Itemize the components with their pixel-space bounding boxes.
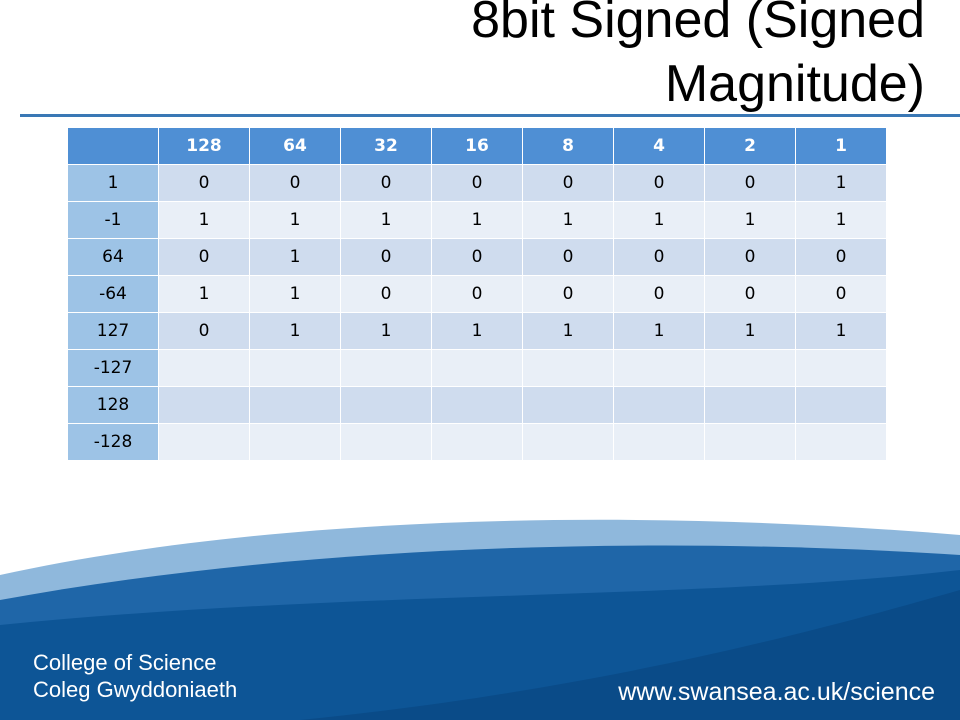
bit-cell: 0	[249, 164, 341, 202]
bit-cell	[795, 386, 887, 424]
bit-cell: 0	[704, 238, 796, 276]
bit-cell	[340, 423, 432, 461]
title-rule	[20, 114, 960, 117]
bit-cell	[613, 386, 705, 424]
bit-cell: 1	[613, 312, 705, 350]
title-line: Magnitude)	[664, 55, 925, 113]
bit-cell: 0	[431, 164, 523, 202]
college-name: College of Science	[33, 650, 217, 675]
bit-cell: 0	[613, 164, 705, 202]
bit-cell	[158, 349, 250, 387]
row-label: -1	[67, 201, 159, 239]
bit-cell: 0	[431, 238, 523, 276]
row-label: -128	[67, 423, 159, 461]
bit-cell: 0	[795, 238, 887, 276]
header-cell: 16	[431, 127, 523, 165]
bit-cell: 1	[340, 312, 432, 350]
row-label: 127	[67, 312, 159, 350]
row-label: -64	[67, 275, 159, 313]
bit-cell	[704, 386, 796, 424]
bit-cell: 0	[522, 238, 614, 276]
bit-cell	[795, 349, 887, 387]
title-line: 8bit Signed (Signed	[471, 0, 925, 49]
header-row: 128 64 32 16 8 4 2 1	[67, 127, 887, 165]
header-cell: 4	[613, 127, 705, 165]
row-label: -127	[67, 349, 159, 387]
bit-cell	[613, 423, 705, 461]
bit-cell: 1	[704, 201, 796, 239]
header-cell: 1	[795, 127, 887, 165]
bit-cell: 1	[795, 164, 887, 202]
bit-cell	[704, 423, 796, 461]
bit-cell: 1	[613, 201, 705, 239]
college-name: Coleg Gwyddoniaeth	[33, 677, 238, 702]
header-cell: 64	[249, 127, 341, 165]
bit-cell	[522, 423, 614, 461]
table-row: -128	[67, 423, 887, 461]
bit-cell: 1	[522, 312, 614, 350]
bit-cell	[249, 423, 341, 461]
bit-cell	[340, 349, 432, 387]
bit-cell	[522, 349, 614, 387]
bit-cell	[613, 349, 705, 387]
bit-cell: 1	[522, 201, 614, 239]
bit-cell	[249, 386, 341, 424]
bit-cell: 0	[795, 275, 887, 313]
bit-cell: 1	[795, 312, 887, 350]
bit-cell: 1	[249, 238, 341, 276]
bit-cell	[431, 423, 523, 461]
bit-cell: 1	[158, 201, 250, 239]
header-cell: 2	[704, 127, 796, 165]
bit-cell: 1	[795, 201, 887, 239]
bit-cell	[158, 423, 250, 461]
bit-cell: 1	[249, 201, 341, 239]
table-row: -127	[67, 349, 887, 387]
table-row: 127 0 1 1 1 1 1 1 1	[67, 312, 887, 350]
bit-cell	[795, 423, 887, 461]
row-label: 64	[67, 238, 159, 276]
bit-cell: 1	[431, 312, 523, 350]
url: www.swansea.ac.uk/science	[618, 678, 935, 706]
row-label: 128	[67, 386, 159, 424]
bit-cell: 0	[158, 312, 250, 350]
bit-cell: 1	[431, 201, 523, 239]
bit-cell: 1	[704, 312, 796, 350]
bit-cell	[704, 349, 796, 387]
bit-cell	[431, 349, 523, 387]
table: 128 64 32 16 8 4 2 1 1 0 0 0 0 0 0 0 1 -1 1 1 1 1 1 1 1 1 64 0 1 0 0 0 0…	[67, 127, 887, 461]
bit-cell: 0	[158, 164, 250, 202]
bit-cell: 0	[704, 275, 796, 313]
bit-cell: 1	[158, 275, 250, 313]
bit-cell: 0	[340, 164, 432, 202]
header-cell: 32	[340, 127, 432, 165]
header-cell: 8	[522, 127, 614, 165]
bit-cell: 1	[249, 312, 341, 350]
bit-cell: 0	[613, 238, 705, 276]
bit-cell	[158, 386, 250, 424]
bit-cell: 0	[431, 275, 523, 313]
bit-cell: 0	[522, 275, 614, 313]
table-row: 128	[67, 386, 887, 424]
bit-cell	[249, 349, 341, 387]
bit-cell	[522, 386, 614, 424]
table-row: -1 1 1 1 1 1 1 1 1	[67, 201, 887, 239]
bit-cell: 0	[613, 275, 705, 313]
